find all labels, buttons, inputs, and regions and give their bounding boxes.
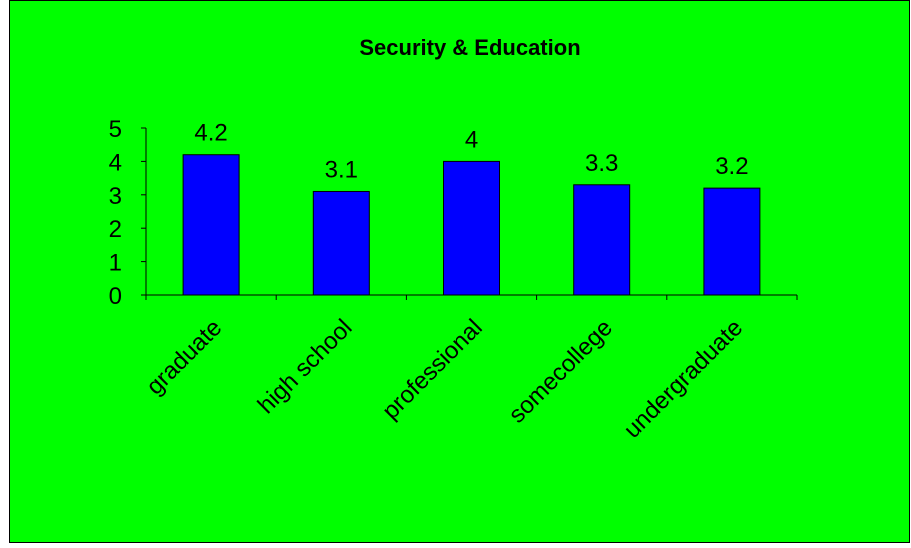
data-label: 3.3 [585, 150, 618, 177]
bar-somecollege [574, 185, 630, 295]
y-tick-label: 0 [109, 283, 122, 310]
bar-high-school [313, 191, 369, 295]
y-tick-label: 1 [109, 250, 122, 277]
y-tick-label: 3 [109, 183, 122, 210]
y-tick-label: 2 [109, 216, 122, 243]
y-tick-label: 5 [109, 116, 122, 143]
data-label: 4.2 [194, 120, 227, 147]
y-tick-label: 4 [109, 149, 122, 176]
data-label: 4 [465, 126, 478, 153]
data-label: 3.1 [325, 156, 358, 183]
bar-undergraduate [704, 188, 760, 295]
bar-professional [444, 161, 500, 295]
chart-title: Security & Education [359, 35, 580, 60]
data-label: 3.2 [715, 153, 748, 180]
bar-graduate [183, 155, 239, 295]
